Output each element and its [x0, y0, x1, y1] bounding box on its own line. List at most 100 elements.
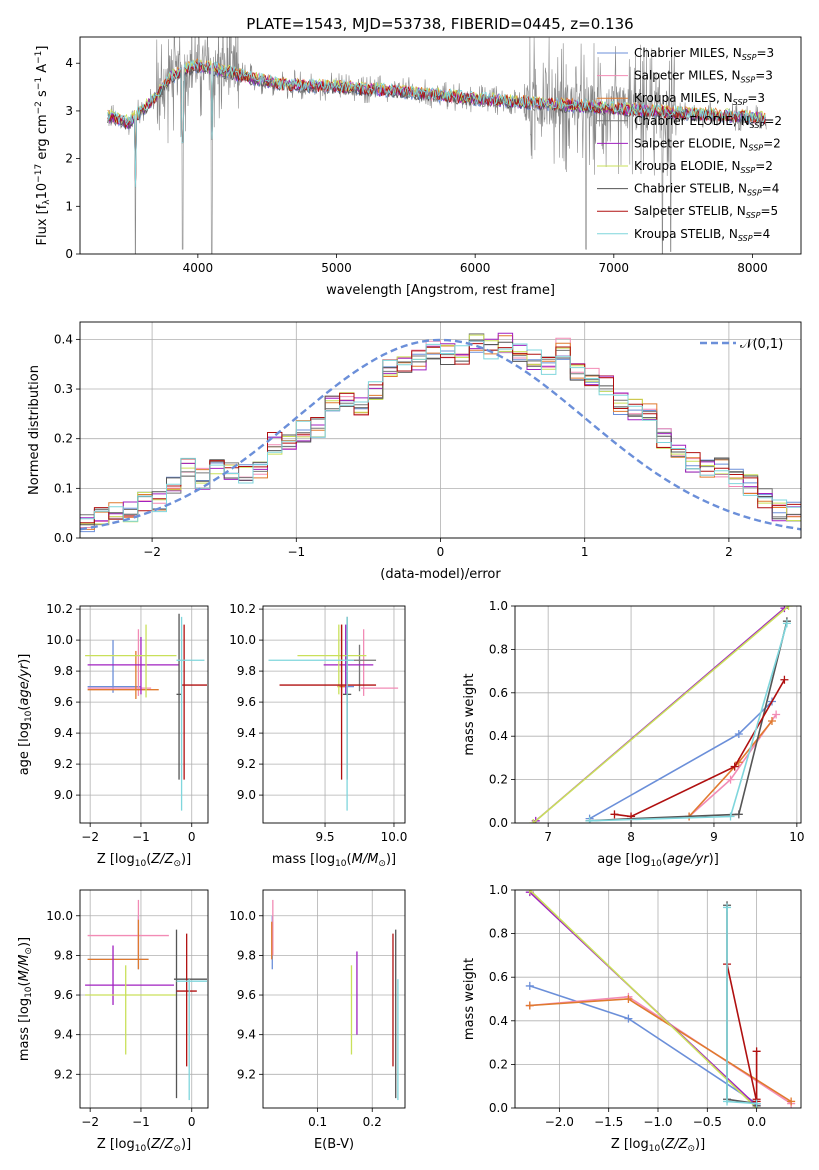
- x-tick-label: −2: [81, 1115, 99, 1129]
- plot-area: [529, 606, 793, 823]
- legend-value: =3: [755, 69, 773, 83]
- point-marker: [734, 730, 743, 739]
- figure-title: PLATE=1543, MJD=53738, FIBERID=0445, z=0…: [246, 15, 633, 33]
- point-marker: [767, 717, 776, 726]
- legend-text: Salpeter ELODIE, N: [634, 136, 748, 150]
- axes-frame: [79, 889, 209, 1109]
- plot-area: [268, 616, 399, 811]
- y-tick-label: 9.6: [237, 988, 256, 1002]
- y-tick-label: 1.0: [489, 599, 508, 613]
- error-cross-kroupa-stelib: [176, 979, 207, 1101]
- legend-label-chabrier-elodie: Chabrier ELODIE, NSSP=2: [634, 114, 782, 130]
- label-part: −1: [34, 51, 44, 64]
- plot-area: [85, 613, 207, 811]
- label-part: Z/Z: [150, 1137, 174, 1152]
- series-kroupa-miles: [525, 995, 796, 1106]
- y-tick-label: 10.0: [46, 909, 73, 923]
- x-tick-label: 4000: [183, 261, 214, 275]
- label-part: M/M: [17, 955, 32, 982]
- y-tick-label: 9.4: [237, 726, 256, 740]
- label-part: )]: [17, 654, 32, 664]
- label-part: 10: [650, 859, 662, 869]
- series-salpeter-miles: [685, 710, 781, 821]
- y-tick-label: 0.6: [489, 970, 508, 984]
- panel-residual-histogram: −2 −1 0 1 2 0.0 0.1 0.2 0.3 0.4 𝒩(0,1) (data-model)…: [27, 321, 802, 582]
- x-tick-label: 7: [544, 830, 552, 844]
- label-part: 10: [24, 986, 34, 998]
- x-tick-label: −2.0: [545, 1115, 574, 1129]
- point-marker: [772, 710, 781, 719]
- label-part: mass [log: [17, 998, 32, 1061]
- x-axis-label: age [log10(age/yr)]: [597, 852, 719, 869]
- label-part: 10: [335, 859, 347, 869]
- legend-label-salpeter-miles: Salpeter MILES, NSSP=3: [634, 69, 773, 85]
- histogram-chabrier-miles: [80, 344, 801, 533]
- point-marker: [730, 762, 739, 771]
- legend-text: Salpeter STELIB, N: [634, 204, 746, 218]
- y-tick-label: 0.4: [489, 729, 508, 743]
- y-tick-label: 0.6: [489, 686, 508, 700]
- x-tick-label: 0.2: [363, 1115, 382, 1129]
- label-part: 10: [24, 710, 34, 722]
- series-salpeter-stelib: [723, 960, 761, 1106]
- x-axis-label: (data-model)/error: [380, 567, 501, 582]
- series-kroupa-elodie: [529, 606, 793, 823]
- legend-value: =2: [764, 114, 782, 128]
- label-part: M/M: [352, 852, 379, 867]
- legend-label-kroupa-miles: Kroupa MILES, NSSP=3: [634, 91, 765, 107]
- legend-value: =2: [755, 159, 773, 173]
- y-tick-label: 9.0: [237, 788, 256, 802]
- x-axis-label: Z [log10(Z/Z⊙)]: [611, 1137, 705, 1154]
- label-part: (: [146, 852, 151, 867]
- y-tick-label: 0.4: [54, 332, 73, 346]
- histogram-kroupa-stelib: [80, 340, 801, 522]
- label-part: (: [662, 852, 667, 867]
- label-part: ]: [35, 46, 50, 51]
- series-line: [529, 890, 758, 1108]
- x-tick-label: 0: [437, 545, 445, 559]
- y-tick-label: 2: [65, 152, 73, 166]
- y-tick-label: 0.0: [489, 1101, 508, 1115]
- legend-subscript: SSP: [741, 76, 756, 85]
- y-tick-label: 9.8: [237, 948, 256, 962]
- label-part: )]: [181, 852, 191, 867]
- legend-value: =4: [753, 227, 771, 241]
- series-line: [726, 963, 758, 1102]
- y-tick-label: 10.0: [229, 633, 256, 647]
- point-marker: [723, 903, 732, 912]
- legend-value: =3: [756, 46, 774, 60]
- error-cross-chabrier-elodie: [345, 644, 377, 692]
- panel-mass-vs-EBV: 0.1 0.2 9.2 9.4 9.6 9.8 10.0 E(B-V): [229, 889, 406, 1152]
- error-cross-salpeter-elodie: [85, 945, 174, 1005]
- label-part: )]: [709, 852, 719, 867]
- error-cross-chabrier-stelib: [173, 929, 207, 1099]
- x-tick-label: 9.5: [315, 830, 334, 844]
- panel-age-vs-mass: 9.5 10.0 9.0 9.2 9.4 9.6 9.8 10.0 10.2 mass [log1…: [229, 602, 407, 869]
- x-tick-label: 10.0: [381, 830, 408, 844]
- error-cross-salpeter-miles: [87, 899, 169, 956]
- y-tick-label: 4: [65, 56, 73, 70]
- label-part: 10: [135, 859, 147, 869]
- y-tick-label: 9.6: [54, 988, 73, 1002]
- x-tick-label: 10: [789, 830, 804, 844]
- panel-mass-vs-Z: −2 −1 09.29.49.69.810.0Z [log10(Z/Z⊙)]mass…: [17, 889, 209, 1154]
- plot-area: [271, 899, 399, 1101]
- y-axis-label: Flux [fλ10−17 erg cm−2 s−1 A−1]: [34, 46, 52, 246]
- label-part: mass [log: [272, 852, 335, 867]
- axes-frame: [262, 605, 406, 824]
- legend-subscript: SSP: [746, 211, 761, 220]
- legend-label-kroupa-stelib: Kroupa STELIB, NSSP=4: [634, 227, 770, 243]
- point-marker: [752, 1047, 761, 1056]
- series-line: [726, 905, 758, 1106]
- plot-area: [80, 332, 801, 533]
- label-part: )]: [17, 937, 32, 947]
- label-part: Z [log: [97, 852, 135, 867]
- error-cross-chabrier-miles: [87, 640, 141, 693]
- legend-value: =5: [760, 204, 778, 218]
- point-marker: [610, 810, 619, 819]
- label-part: s: [35, 90, 50, 101]
- x-tick-label: −1: [132, 830, 150, 844]
- label-part: )]: [695, 1137, 705, 1152]
- label-part: 10: [35, 183, 50, 200]
